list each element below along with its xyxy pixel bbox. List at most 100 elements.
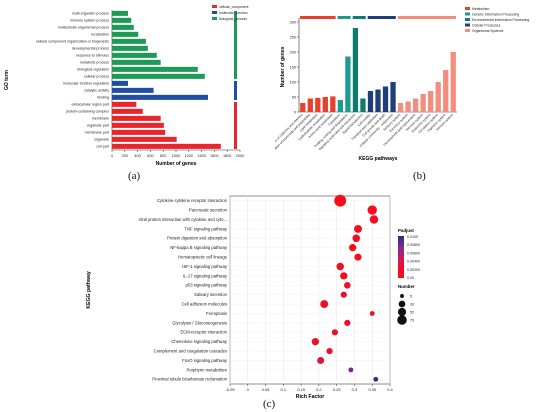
x-tick-label-2: 400 <box>134 154 140 158</box>
x-tick-label-9: 0.4 <box>387 387 393 392</box>
x-tick-label-4: 800 <box>160 154 166 158</box>
point-10 <box>340 291 347 298</box>
bar-19 <box>443 70 449 112</box>
x-tick-label-6: 0.25 <box>333 387 342 392</box>
category-label-4: cellular component organization or bioge… <box>36 40 109 44</box>
bar-8 <box>360 98 366 112</box>
x-tick-label-3: 600 <box>147 154 153 158</box>
group-strip-2 <box>352 16 366 19</box>
category-label-10: molecular function regulation <box>63 82 109 86</box>
bar-5 <box>112 45 148 51</box>
category-label-16: organelle part <box>87 124 109 128</box>
y-tick-label-2: 100 <box>290 80 296 84</box>
bar-0 <box>300 103 306 112</box>
x-tick-label-10: 2000 <box>236 154 244 158</box>
pathway-label-18: Porphyrin metabolism <box>187 367 228 372</box>
x-axis-title: Number of genes <box>156 161 197 167</box>
bar-15 <box>112 115 161 121</box>
group-strip-1 <box>234 81 237 100</box>
y-tick-label-5: 250 <box>290 35 296 39</box>
panel-a: multi-organism process immune system proc… <box>0 0 275 170</box>
panel-b: 0 50 100 150 200 250 300 Metabolism of cofactor… <box>264 0 550 170</box>
bar-6 <box>112 52 157 58</box>
number-legend-label-1: 30 <box>410 302 414 306</box>
pathway-label-9: p53 signaling pathway <box>186 283 228 288</box>
y-tick-label-4: 200 <box>290 50 296 54</box>
group-strip-3 <box>367 16 396 19</box>
y-axis-title: KEGG pathway <box>86 271 92 309</box>
bar-3 <box>112 31 139 37</box>
pathway-label-6: Hematopoietic cell lineage <box>178 255 228 260</box>
point-12 <box>369 311 375 316</box>
panel-c: -0.05 0 0.05 0.1 0.15 0.2 0.25 0.3 0.35 0.4 Cytoki… <box>80 188 470 400</box>
point-18 <box>348 367 354 373</box>
bar-0 <box>112 10 128 16</box>
y-tick-label-0: 0 <box>294 110 296 114</box>
legend-label-0: Metabolism <box>472 7 490 11</box>
padjust-tick-3: 0.00400 <box>407 260 420 264</box>
pathway-label-10: Salivary secretion <box>194 292 228 297</box>
pathway-label-12: Ferroptosis <box>206 311 227 316</box>
pathway-label-13: Glycolysis / Gluconeogenesis <box>172 320 227 325</box>
point-8 <box>340 272 348 280</box>
point-17 <box>317 356 325 365</box>
group-strip-2 <box>234 102 237 149</box>
y-tick-label-6: 300 <box>290 20 296 24</box>
category-label-15: membrane <box>92 117 109 121</box>
point-0 <box>334 194 347 207</box>
bar-4 <box>330 96 336 112</box>
point-14 <box>331 329 338 336</box>
kegg-enrichment-bubble-chart: -0.05 0 0.05 0.1 0.15 0.2 0.25 0.3 0.35 0.4 Cytoki… <box>86 194 420 400</box>
point-9 <box>344 281 351 289</box>
point-4 <box>352 234 361 243</box>
x-tick-label-1: 0 <box>247 387 250 392</box>
category-label-14: protein-containing complex <box>66 110 109 114</box>
bar-18 <box>112 136 177 142</box>
bar-13 <box>112 101 137 107</box>
bar-7 <box>352 28 359 112</box>
point-7 <box>336 262 345 271</box>
bar-16 <box>112 122 164 128</box>
pathway-label-3: TNF signaling pathway <box>184 226 227 231</box>
x-tick-label-8: 1600 <box>210 154 218 158</box>
bar-17 <box>428 91 434 112</box>
x-tick-label-5: 0.2 <box>316 387 322 392</box>
category-label-11: catalytic activity <box>84 89 109 93</box>
y-tick-label-3: 150 <box>290 65 296 69</box>
bar-14 <box>405 101 411 112</box>
padjust-tick-2: 0.00600 <box>407 251 420 255</box>
legend-label-2: biological_process <box>219 17 247 21</box>
bar-2 <box>112 24 134 30</box>
padjust-tick-5: 0.00 <box>407 276 414 280</box>
legend-swatch-0 <box>212 5 217 8</box>
point-15 <box>311 338 319 346</box>
bar-14 <box>112 108 143 114</box>
legend-swatch-3 <box>465 23 470 27</box>
group-strip-0 <box>234 11 237 79</box>
y-axis-title: Number of genes <box>280 46 286 87</box>
category-label-1: immune system process <box>70 19 109 23</box>
pathway-label-11: Cell adhesion molecules <box>182 302 227 307</box>
category-label-17: membrane part <box>85 131 109 135</box>
bar-1 <box>307 98 313 112</box>
bar-2 <box>315 97 321 112</box>
bar-19 <box>112 143 221 149</box>
point-16 <box>326 347 333 355</box>
x-tick-label-2: 0.05 <box>262 387 271 392</box>
pathway-label-1: Pancreatic secretion <box>189 208 228 213</box>
bar-16 <box>420 94 426 112</box>
bar-11 <box>382 86 389 112</box>
x-tick-label-8: 0.35 <box>368 387 377 392</box>
category-label-9: cellular process <box>84 75 109 79</box>
point-13 <box>344 319 351 327</box>
group-strip-0 <box>300 16 336 19</box>
category-label-6: response to stimulus <box>76 54 109 58</box>
category-label-8: biological regulation <box>77 68 109 72</box>
y-tick-label-1: 50 <box>292 95 296 99</box>
pathway-label-17: FoxO signaling pathway <box>182 358 228 363</box>
bar-12 <box>112 94 208 100</box>
bar-5 <box>337 100 344 112</box>
category-label-12: binding <box>97 96 109 100</box>
point-11 <box>320 300 329 309</box>
